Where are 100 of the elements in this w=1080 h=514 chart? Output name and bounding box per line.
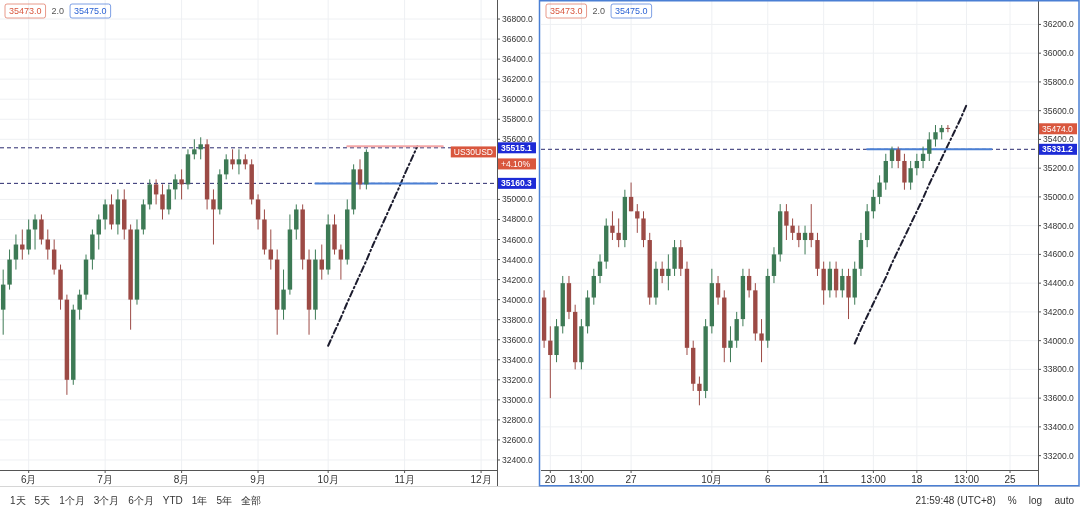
y-tick-label: 33600.0 bbox=[1043, 393, 1074, 404]
text: 1个月 bbox=[59, 495, 85, 506]
candlestick bbox=[902, 153, 907, 191]
y-tick-label: 35600.0 bbox=[502, 134, 533, 145]
y-tick-label: 35000.0 bbox=[502, 194, 533, 205]
text: 1年 bbox=[191, 495, 208, 506]
y-tick-label: 33800.0 bbox=[502, 314, 533, 325]
x-tick-label: 13:00 bbox=[568, 474, 595, 485]
candlestick bbox=[759, 318, 764, 363]
candlestick bbox=[889, 146, 895, 169]
y-tick-label: 34600.0 bbox=[502, 234, 533, 245]
candlestick bbox=[39, 213, 44, 246]
candlestick bbox=[945, 124, 951, 133]
x-tick-label: 6月 bbox=[20, 474, 37, 485]
candlestick bbox=[734, 311, 739, 349]
candlestick bbox=[160, 183, 165, 220]
y-tick-label: 35600.0 bbox=[1043, 105, 1074, 116]
y-tick-label: 35200.0 bbox=[1043, 163, 1074, 174]
annotation: 35475.0 bbox=[615, 6, 648, 16]
x-tick-label: 8月 bbox=[173, 474, 190, 485]
text: 21:59:48 (UTC+8) bbox=[915, 495, 996, 506]
line-series bbox=[853, 103, 968, 345]
candlestick bbox=[796, 225, 801, 248]
candlestick bbox=[281, 269, 286, 321]
y-tick-label: 33600.0 bbox=[502, 334, 533, 345]
x-tick-label: 12月 bbox=[470, 474, 492, 485]
x-tick-label: 11月 bbox=[394, 474, 415, 485]
y-tick-label: 34800.0 bbox=[1043, 220, 1074, 231]
candlestick bbox=[294, 203, 299, 241]
candlestick bbox=[821, 261, 826, 306]
candlestick bbox=[933, 124, 938, 148]
y-tick-label: 34200.0 bbox=[502, 274, 533, 285]
candlestick bbox=[802, 225, 808, 255]
candlestick bbox=[920, 146, 926, 169]
text: 5天 bbox=[34, 495, 51, 506]
y-tick-label: 34200.0 bbox=[1043, 306, 1074, 317]
candlestick bbox=[790, 217, 795, 241]
candlestick bbox=[877, 174, 882, 205]
candlestick bbox=[591, 268, 596, 306]
y-tick-label: 33200.0 bbox=[502, 374, 533, 385]
y-tick-label: 35400.0 bbox=[1043, 134, 1074, 145]
candlestick bbox=[26, 218, 31, 256]
candlestick bbox=[927, 131, 932, 162]
y-tick-label: 32400.0 bbox=[502, 454, 533, 465]
text: 5年 bbox=[216, 495, 232, 506]
text: +4.10% bbox=[501, 158, 531, 169]
candlestick bbox=[166, 183, 172, 215]
x-tick-label: 9月 bbox=[250, 474, 266, 485]
y-tick-label: 33200.0 bbox=[1043, 450, 1074, 461]
text: 全部 bbox=[240, 495, 261, 506]
y-tick-label: 34000.0 bbox=[502, 294, 533, 305]
y-tick-label: 35800.0 bbox=[1043, 76, 1074, 87]
text: auto bbox=[1054, 495, 1075, 506]
candlestick bbox=[77, 289, 82, 321]
text: YTD bbox=[162, 495, 183, 506]
text: % bbox=[1007, 495, 1017, 506]
candlestick bbox=[914, 153, 920, 176]
y-tick-label: 34400.0 bbox=[502, 254, 533, 265]
annotation: US30USD bbox=[453, 146, 493, 157]
candlestick bbox=[672, 239, 677, 277]
y-tick-label: 33800.0 bbox=[1043, 364, 1074, 375]
x-tick-label: 27 bbox=[625, 474, 638, 485]
candlestick bbox=[728, 325, 733, 363]
x-tick-label: 6 bbox=[764, 474, 771, 485]
text: log bbox=[1028, 495, 1043, 506]
x-tick-label: 11 bbox=[818, 474, 830, 485]
x-tick-label: 20 bbox=[544, 474, 557, 485]
candlestick bbox=[809, 203, 814, 248]
line-series bbox=[327, 145, 419, 347]
y-tick-label: 34000.0 bbox=[1043, 335, 1074, 346]
candlestick bbox=[51, 239, 57, 276]
candlestick bbox=[715, 275, 721, 306]
candlestick bbox=[179, 168, 184, 200]
candlestick bbox=[211, 188, 216, 246]
candlestick bbox=[908, 160, 913, 191]
x-tick-label: 18 bbox=[911, 474, 923, 485]
y-tick-label: 36800.0 bbox=[502, 14, 533, 25]
y-tick-label: 36000.0 bbox=[1043, 48, 1074, 59]
candlestick bbox=[223, 153, 229, 180]
candlestick bbox=[666, 253, 671, 291]
candlestick bbox=[192, 138, 197, 160]
candlestick bbox=[771, 246, 777, 284]
candlestick bbox=[635, 203, 640, 234]
annotation: 2.0 bbox=[51, 6, 65, 16]
annotation: 35473.0 bbox=[550, 6, 583, 16]
candlestick bbox=[846, 268, 851, 320]
candlestick bbox=[109, 193, 114, 230]
ref-line-label: 35160.3 bbox=[501, 178, 532, 189]
y-tick-label: 34800.0 bbox=[502, 214, 533, 225]
candlestick bbox=[230, 148, 235, 170]
y-tick-label: 35800.0 bbox=[502, 114, 533, 125]
x-tick-label: 13:00 bbox=[860, 474, 887, 485]
ref-line-label: 35515.1 bbox=[501, 142, 532, 153]
annotation: 2.0 bbox=[592, 6, 606, 16]
annotation: 35473.0 bbox=[9, 6, 42, 16]
y-tick-label: 36400.0 bbox=[502, 54, 533, 65]
candlestick bbox=[255, 193, 261, 230]
x-tick-label: 7月 bbox=[97, 474, 113, 485]
y-tick-label: 36200.0 bbox=[502, 74, 533, 85]
candlestick bbox=[659, 261, 665, 284]
